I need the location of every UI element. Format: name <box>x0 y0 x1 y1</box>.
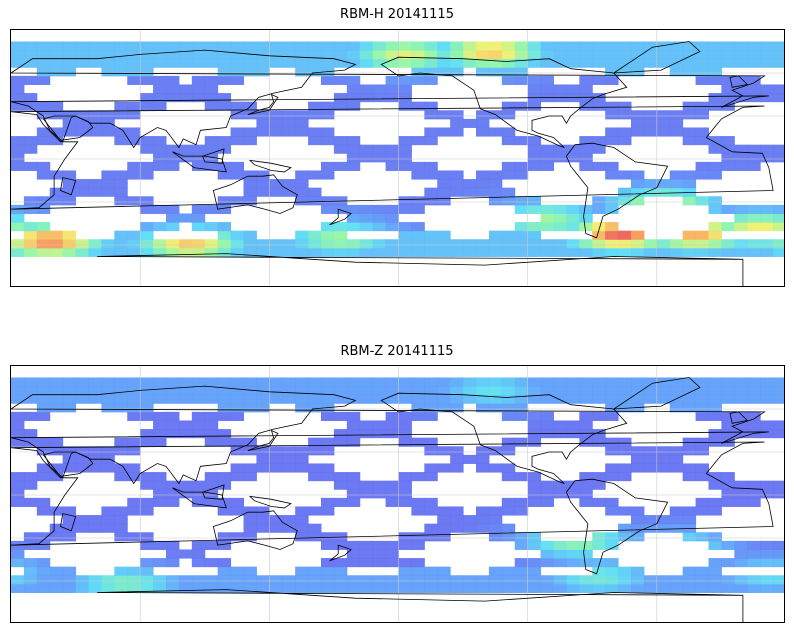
swath-map <box>11 366 784 622</box>
graticule <box>11 366 784 622</box>
map-frame <box>10 365 785 623</box>
panel-title: RBM-Z 20141115 <box>340 344 454 359</box>
panel-title: RBM-H 20141115 <box>340 7 454 22</box>
swath-map <box>11 30 784 286</box>
coastline <box>11 377 774 622</box>
coastline <box>11 41 774 286</box>
map-frame <box>10 29 785 287</box>
swath-layer <box>11 377 784 593</box>
graticule <box>11 30 784 286</box>
